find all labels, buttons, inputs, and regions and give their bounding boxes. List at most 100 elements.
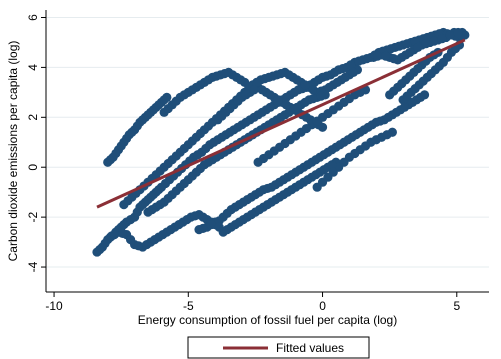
data-point <box>254 205 265 215</box>
data-point <box>319 165 329 175</box>
x-tick-label: 5 <box>453 299 460 313</box>
data-point <box>203 157 214 167</box>
legend: Fitted values <box>187 336 370 359</box>
data-point <box>155 200 165 210</box>
data-point <box>381 51 391 61</box>
data-point <box>270 195 281 205</box>
data-point <box>233 122 243 132</box>
data-point <box>327 160 337 170</box>
data-point <box>289 105 299 115</box>
legend-box <box>187 336 370 359</box>
data-point <box>375 116 385 126</box>
data-point <box>254 187 265 197</box>
data-point <box>171 96 181 106</box>
data-point <box>211 71 222 81</box>
data-point <box>328 167 338 177</box>
data-point <box>397 52 407 63</box>
data-point <box>95 244 105 255</box>
data-point <box>262 183 273 194</box>
data-point <box>109 230 120 240</box>
data-point <box>402 39 412 49</box>
data-point <box>179 143 189 154</box>
data-point <box>225 103 235 114</box>
data-point <box>332 77 342 87</box>
data-point <box>262 200 273 210</box>
data-point <box>249 85 259 95</box>
data-point <box>160 178 171 189</box>
data-point <box>303 175 313 185</box>
data-point <box>348 67 359 77</box>
data-point <box>233 96 243 106</box>
data-point <box>269 146 279 156</box>
data-point <box>134 241 144 251</box>
y-axis-title: Carbon dioxide emissions per capita (log… <box>6 41 20 262</box>
data-point <box>382 130 392 140</box>
data-point <box>437 34 447 44</box>
data-point <box>295 165 305 175</box>
data-point <box>346 60 356 70</box>
data-point <box>383 112 393 122</box>
data-point <box>445 30 455 40</box>
data-point <box>319 150 329 160</box>
y-tick-label: -4 <box>26 261 40 272</box>
data-point <box>228 70 238 80</box>
data-point <box>335 140 345 150</box>
data-point <box>453 27 463 38</box>
x-tick-label: -10 <box>45 299 63 313</box>
data-point <box>195 80 205 90</box>
data-point <box>338 64 348 74</box>
data-point <box>187 85 197 95</box>
data-point <box>163 158 173 169</box>
data-point <box>265 90 275 100</box>
y-tick-label: 0 <box>26 164 40 171</box>
data-point <box>402 91 412 101</box>
data-point <box>241 90 251 100</box>
data-point <box>121 133 132 144</box>
data-point <box>201 143 211 154</box>
data-point <box>279 190 289 200</box>
data-point <box>316 91 326 101</box>
data-point <box>195 128 205 139</box>
legend-label: Fitted values <box>276 341 344 355</box>
data-point <box>287 185 297 195</box>
x-tick-label: 0 <box>319 299 326 313</box>
data-point <box>291 131 301 141</box>
data-point <box>125 215 136 225</box>
data-point <box>132 207 142 217</box>
data-point <box>413 42 423 53</box>
data-point <box>241 117 251 127</box>
data-point <box>372 51 383 61</box>
data-point <box>405 47 415 58</box>
data-point <box>127 127 137 137</box>
data-point <box>371 135 381 145</box>
data-point <box>147 205 157 215</box>
data-point <box>195 163 205 174</box>
data-point <box>163 193 173 204</box>
data-point <box>246 192 256 202</box>
data-point <box>111 148 121 159</box>
data-point <box>123 196 133 206</box>
axes: -10 -5 0 5 -4 -2 0 2 4 6 Energy consumption of fos… <box>6 10 489 327</box>
data-point <box>300 80 310 90</box>
data-point <box>281 92 291 102</box>
data-point <box>182 215 192 225</box>
data-point <box>279 175 289 185</box>
data-point <box>317 177 328 187</box>
data-point <box>284 70 294 80</box>
data-point <box>301 123 312 134</box>
y-tick-label: 2 <box>26 114 40 121</box>
data-point <box>257 85 267 95</box>
data-point <box>270 180 281 190</box>
data-point <box>351 130 361 140</box>
x-axis-title: Energy consumption of fossil fuel per ca… <box>138 313 397 327</box>
data-point <box>163 103 173 114</box>
data-point <box>193 150 203 160</box>
data-point <box>405 71 415 81</box>
y-tick-label: 4 <box>26 64 40 71</box>
data-point <box>171 151 181 161</box>
data-point <box>308 85 318 95</box>
data-point <box>187 136 197 146</box>
data-point <box>187 171 197 181</box>
